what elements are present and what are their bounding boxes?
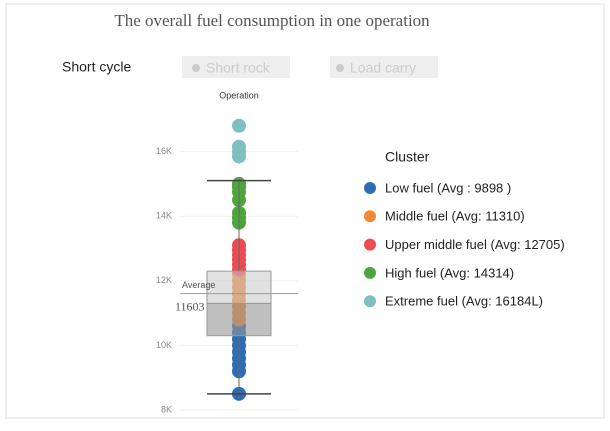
data-point xyxy=(232,149,246,164)
y-tick-label: 14K xyxy=(156,211,172,221)
average-value: 11603 xyxy=(175,299,205,313)
average-label: Average xyxy=(182,280,215,290)
y-tick-label: 8K xyxy=(161,404,172,414)
y-tick-label: 16K xyxy=(156,146,172,156)
legend-swatch xyxy=(364,238,376,251)
legend-label: Upper middle fuel (Avg: 12705) xyxy=(385,237,565,252)
legend-swatch xyxy=(364,295,376,308)
button-label[interactable]: Short rock xyxy=(206,60,271,76)
button[interactable] xyxy=(182,56,290,78)
y-tick-label: 12K xyxy=(156,275,172,285)
button-icon xyxy=(336,64,344,72)
legend-label: Low fuel (Avg : 9898 ) xyxy=(385,180,511,195)
legend-label: High fuel (Avg: 14314) xyxy=(385,265,514,280)
frame xyxy=(5,3,605,419)
legend-swatch xyxy=(364,210,376,223)
legend-swatch xyxy=(364,266,376,279)
button-label[interactable]: Load carry xyxy=(350,60,416,76)
x-category-label: Operation xyxy=(219,90,259,100)
legend-label: Middle fuel (Avg: 11310) xyxy=(385,209,525,224)
chart-title: The overall fuel consumption in one oper… xyxy=(114,11,430,30)
box-lower xyxy=(206,302,272,337)
legend-label: Extreme fuel (Avg: 16184L) xyxy=(385,294,543,309)
y-tick-label: 10K xyxy=(156,340,172,350)
button[interactable] xyxy=(330,56,438,78)
control-label: Short cycle xyxy=(62,59,131,75)
data-point xyxy=(232,118,246,133)
legend-title: Cluster xyxy=(385,149,430,165)
legend-swatch xyxy=(364,182,376,194)
button-icon xyxy=(192,64,200,72)
box-upper xyxy=(206,270,272,304)
